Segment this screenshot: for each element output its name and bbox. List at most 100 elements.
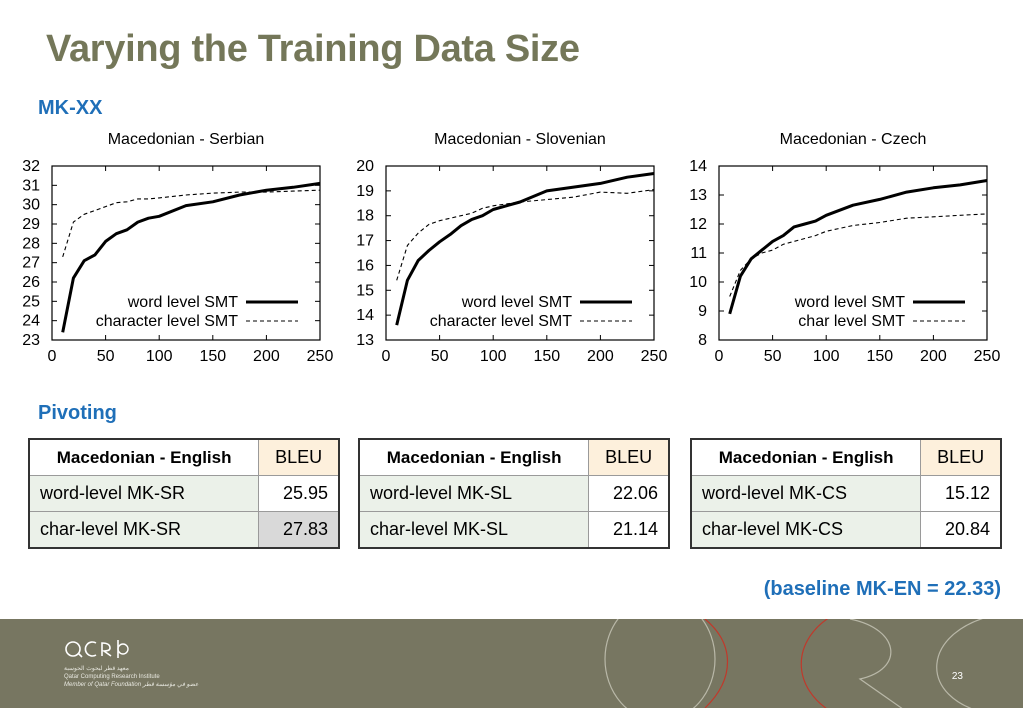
section-label-pivoting: Pivoting (38, 402, 117, 424)
row-label: word-level MK-CS (690, 475, 922, 512)
qcri-logo (64, 637, 130, 666)
y-tick-label: 16 (356, 257, 374, 274)
series-line-solid (395, 172, 655, 326)
plot-frame (385, 165, 655, 341)
table-metric-header: BLEU (588, 438, 670, 476)
chart-macedonian-serbian: Macedonian - Serbian 0 50 100 150 200 250 23 24 2… (22, 131, 334, 365)
table-row: word-level MK-CS 15.12 (690, 475, 1002, 512)
x-tick-label: 200 (920, 348, 947, 365)
y-tick-label: 9 (698, 303, 707, 320)
table-row: char-level MK-SR 27.83 (28, 511, 340, 549)
legend-label: word level SMT (794, 294, 905, 311)
row-label: word-level MK-SL (358, 475, 590, 512)
table-row: word-level MK-SL 22.06 (358, 475, 670, 512)
y-tick-label: 19 (356, 183, 374, 200)
x-tick-label: 250 (307, 348, 334, 365)
row-label: char-level MK-SR (28, 511, 260, 549)
x-tick-label: 50 (764, 348, 782, 365)
y-tick-label: 15 (356, 282, 374, 299)
y-tick-label: 12 (689, 216, 707, 233)
qcri-logo-subtext: معهد قطر لبحوث الحوسبة Qatar Computing R… (64, 665, 198, 689)
table-metric-header: BLEU (258, 438, 340, 476)
y-tick-label: 8 (698, 332, 707, 349)
table-header: Macedonian - English (358, 438, 590, 476)
row-value: 20.84 (920, 511, 1002, 549)
qcri-logo-icon (65, 640, 129, 658)
series-line-dashed (729, 213, 988, 297)
x-tick-label: 150 (199, 348, 226, 365)
row-label: char-level MK-CS (690, 511, 922, 549)
x-tick-label: 0 (382, 348, 391, 365)
chart-macedonian-czech: Macedonian - Czech 0 50 100 150 200 250 8 9 10 11 1… (689, 131, 1001, 365)
y-tick-label: 29 (22, 216, 40, 233)
y-tick-label: 11 (690, 245, 707, 262)
x-tick-label: 100 (480, 348, 507, 365)
legend-label: word level SMT (127, 294, 238, 311)
x-tick-label: 150 (533, 348, 560, 365)
x-tick-label: 250 (641, 348, 668, 365)
chart-container-serbian: Macedonian - Serbian 0 50 100 150 200 250 23 24 2… (8, 124, 338, 374)
y-tick-label: 31 (22, 177, 40, 194)
legend-label: word level SMT (461, 294, 572, 311)
logo-member-line: Member of Qatar Foundation عضو في مؤسسة … (64, 682, 199, 688)
logo-english-line: Qatar Computing Research Institute (64, 674, 160, 680)
chart-macedonian-slovenian: Macedonian - Slovenian 0 50 100 150 200 250 13 1… (356, 131, 668, 365)
chart-container-slovenian: Macedonian - Slovenian 0 50 100 150 200 250 13 1… (342, 124, 672, 374)
row-label: word-level MK-SR (28, 475, 260, 512)
x-tick-label: 150 (866, 348, 893, 365)
x-tick-label: 250 (974, 348, 1001, 365)
table-row: char-level MK-CS 20.84 (690, 511, 1002, 549)
legend-label: character level SMT (96, 313, 238, 330)
chart-title: Macedonian - Czech (780, 131, 927, 148)
x-tick-label: 200 (587, 348, 614, 365)
chart-title: Macedonian - Serbian (108, 131, 265, 148)
table-row: word-level MK-SR 25.95 (28, 475, 340, 512)
pivot-table-slovenian: Macedonian - English BLEU word-level MK-… (358, 438, 670, 549)
legend-label: character level SMT (430, 313, 572, 330)
legend-label: char level SMT (798, 313, 905, 330)
table-row: char-level MK-SL 21.14 (358, 511, 670, 549)
y-tick-label: 27 (22, 255, 40, 272)
plot-frame (51, 165, 321, 341)
baseline-note: (baseline MK-EN = 22.33) (763, 578, 1001, 600)
x-tick-label: 50 (431, 348, 449, 365)
logo-arabic-line: معهد قطر لبحوث الحوسبة (64, 666, 129, 672)
pivot-table-czech: Macedonian - English BLEU word-level MK-… (690, 438, 1002, 549)
row-value: 27.83 (258, 511, 340, 549)
row-label: char-level MK-SL (358, 511, 590, 549)
section-label-mk-xx: MK-XX (38, 97, 103, 119)
y-tick-label: 30 (22, 197, 40, 214)
row-value: 21.14 (588, 511, 670, 549)
row-value: 22.06 (588, 475, 670, 512)
y-tick-label: 32 (22, 158, 40, 175)
pivot-table-serbian: Macedonian - English BLEU word-level MK-… (28, 438, 340, 549)
table-metric-header: BLEU (920, 438, 1002, 476)
x-tick-label: 100 (813, 348, 840, 365)
y-tick-label: 24 (22, 313, 40, 330)
x-tick-label: 200 (253, 348, 280, 365)
footer-decoration-icon (604, 619, 984, 708)
table-header: Macedonian - English (690, 438, 922, 476)
y-tick-label: 14 (689, 158, 707, 175)
y-tick-label: 28 (22, 235, 40, 252)
y-tick-label: 14 (356, 307, 374, 324)
x-tick-label: 0 (48, 348, 57, 365)
table-header: Macedonian - English (28, 438, 260, 476)
series-line-solid (728, 179, 988, 315)
x-tick-label: 0 (715, 348, 724, 365)
series-line-solid (61, 181, 321, 333)
y-tick-label: 25 (22, 293, 40, 310)
x-tick-label: 50 (97, 348, 115, 365)
series-line-dashed (396, 189, 655, 281)
y-tick-label: 18 (356, 208, 374, 225)
y-tick-label: 23 (22, 332, 40, 349)
y-tick-label: 13 (356, 332, 374, 349)
row-value: 25.95 (258, 475, 340, 512)
y-tick-label: 13 (689, 187, 707, 204)
row-value: 15.12 (920, 475, 1002, 512)
footer-bar: معهد قطر لبحوث الحوسبة Qatar Computing R… (0, 619, 1023, 708)
y-tick-label: 26 (22, 274, 40, 291)
slide-title: Varying the Training Data Size (46, 28, 580, 70)
chart-title: Macedonian - Slovenian (434, 131, 606, 148)
y-tick-label: 20 (356, 158, 374, 175)
